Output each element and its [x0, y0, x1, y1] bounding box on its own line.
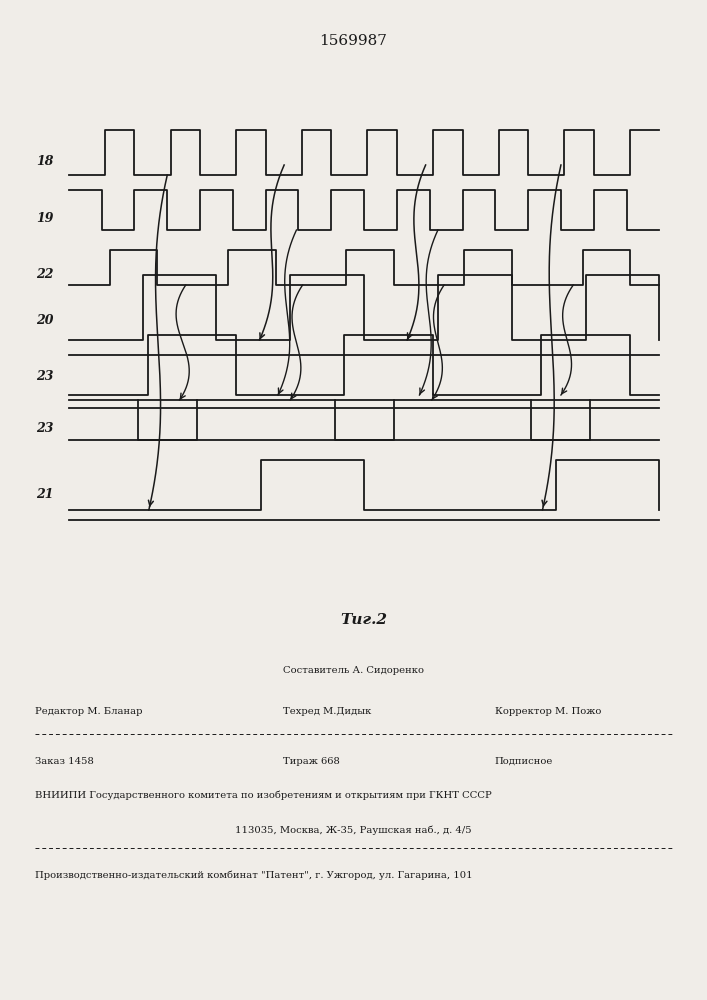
Text: Заказ 1458: Заказ 1458 — [35, 757, 94, 766]
Text: Составитель А. Сидоренко: Составитель А. Сидоренко — [283, 666, 424, 675]
Text: ВНИИПИ Государственного комитета по изобретениям и открытиям при ГКНТ СССР: ВНИИПИ Государственного комитета по изоб… — [35, 791, 492, 800]
Text: 20: 20 — [36, 314, 54, 327]
Text: 23: 23 — [36, 422, 54, 434]
Text: 18: 18 — [36, 155, 54, 168]
Text: 19: 19 — [36, 212, 54, 225]
Text: Техред М.Дидык: Техред М.Дидык — [283, 707, 371, 716]
Text: 23: 23 — [36, 370, 54, 383]
Text: Тираж 668: Тираж 668 — [283, 757, 339, 766]
Text: 113035, Москва, Ж-35, Раушская наб., д. 4/5: 113035, Москва, Ж-35, Раушская наб., д. … — [235, 825, 472, 835]
Text: Производственно-издательский комбинат "Патент", г. Ужгород, ул. Гагарина, 101: Производственно-издательский комбинат "П… — [35, 871, 473, 880]
Text: Τиг.2: Τиг.2 — [341, 613, 387, 627]
Text: 1569987: 1569987 — [320, 34, 387, 48]
Text: Редактор М. Бланар: Редактор М. Бланар — [35, 707, 143, 716]
Text: Подписное: Подписное — [495, 757, 554, 766]
Text: Корректор М. Пожо: Корректор М. Пожо — [495, 707, 601, 716]
Text: 21: 21 — [36, 488, 54, 502]
Text: 22: 22 — [36, 268, 54, 281]
